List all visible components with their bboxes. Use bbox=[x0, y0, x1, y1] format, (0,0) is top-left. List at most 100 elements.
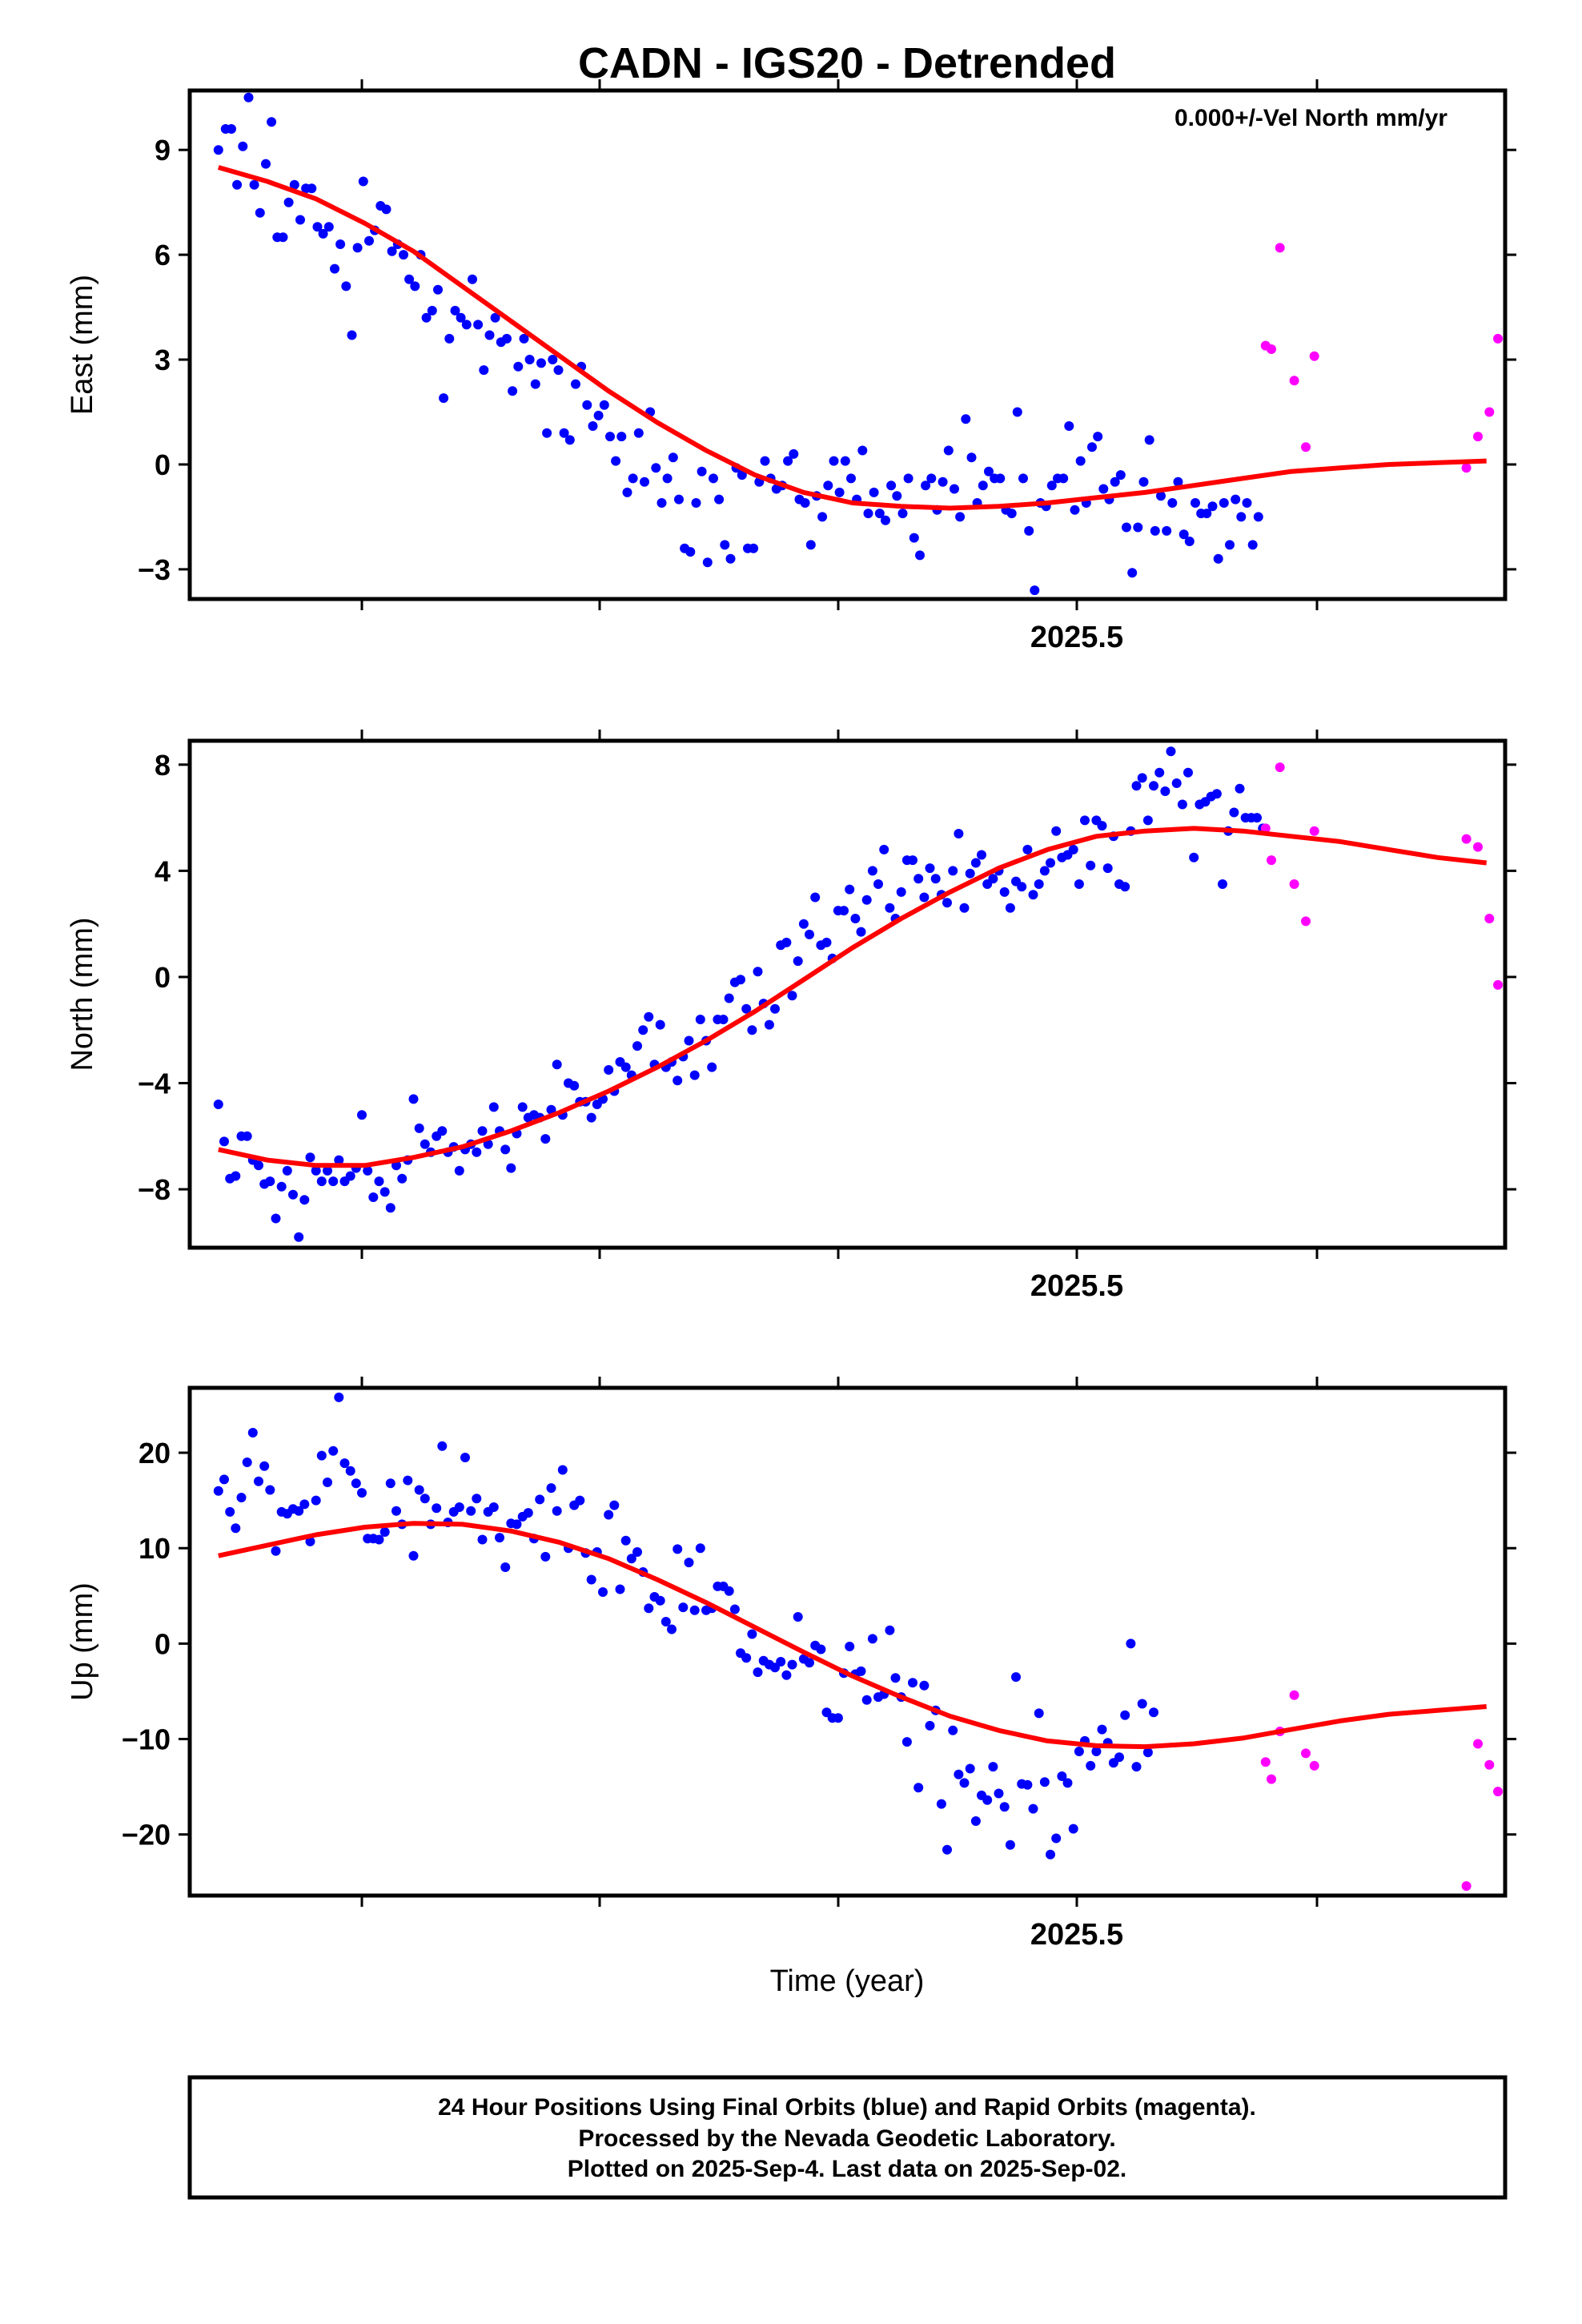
east-final-point bbox=[1058, 473, 1069, 484]
east-final-point bbox=[571, 379, 580, 389]
east-final-point bbox=[1150, 525, 1160, 536]
up-final-point bbox=[673, 1544, 683, 1554]
up-final-point bbox=[219, 1474, 229, 1485]
east-final-point bbox=[640, 476, 649, 487]
north-final-point bbox=[1017, 882, 1027, 892]
up-final-point bbox=[437, 1441, 448, 1451]
north-final-point bbox=[420, 1139, 430, 1149]
east-final-point bbox=[725, 553, 736, 564]
east-final-point bbox=[1162, 525, 1172, 536]
up-final-point bbox=[793, 1612, 803, 1622]
up-final-point bbox=[942, 1844, 952, 1855]
east-final-point bbox=[1127, 568, 1138, 578]
east-rapid-point bbox=[1289, 376, 1299, 386]
up-final-point bbox=[242, 1458, 252, 1467]
north-final-point bbox=[363, 1165, 373, 1176]
up-final-point bbox=[965, 1763, 975, 1774]
east-final-point bbox=[633, 428, 644, 438]
up-data bbox=[213, 1392, 1503, 1892]
east-final-point bbox=[943, 445, 954, 456]
up-final-point bbox=[598, 1587, 608, 1597]
up-final-point bbox=[1142, 1747, 1153, 1758]
up-final-point bbox=[339, 1458, 350, 1469]
east-final-point bbox=[709, 473, 718, 484]
east-final-point bbox=[278, 232, 288, 243]
up-final-point bbox=[695, 1543, 705, 1554]
east-final-point bbox=[805, 540, 816, 550]
up-final-point bbox=[845, 1642, 855, 1651]
east-final-point bbox=[490, 312, 500, 323]
up-final-point bbox=[328, 1445, 339, 1456]
east-final-point bbox=[559, 428, 569, 438]
east-final-point bbox=[444, 333, 455, 344]
north-final-point bbox=[1211, 789, 1222, 799]
east-final-point bbox=[1138, 476, 1149, 487]
north-rapid-point bbox=[1493, 979, 1503, 990]
east-final-point bbox=[484, 330, 495, 340]
velocity-annotation: 0.000+/-Vel North mm/yr bbox=[1174, 105, 1447, 131]
up-final-point bbox=[609, 1500, 620, 1510]
up-final-point bbox=[632, 1547, 642, 1557]
north-ytick-label: 8 bbox=[155, 749, 171, 782]
north-final-point bbox=[821, 937, 832, 947]
east-data bbox=[213, 92, 1503, 596]
north-rapid-point bbox=[1301, 916, 1311, 927]
east-final-point bbox=[926, 473, 937, 484]
east-final-point bbox=[903, 473, 913, 484]
east-final-point bbox=[439, 393, 449, 404]
up-rapid-point bbox=[1260, 1757, 1271, 1767]
east-final-point bbox=[668, 452, 678, 463]
north-final-point bbox=[839, 906, 849, 916]
east-final-point bbox=[1087, 442, 1097, 452]
north-final-point bbox=[397, 1173, 408, 1184]
east-final-point bbox=[530, 379, 540, 389]
east-final-point bbox=[829, 456, 839, 466]
north-rapid-point bbox=[1309, 826, 1319, 836]
footer-line-1: 24 Hour Positions Using Final Orbits (bl… bbox=[438, 2094, 1256, 2121]
up-final-point bbox=[477, 1534, 488, 1545]
north-final-point bbox=[620, 1062, 631, 1072]
north-final-point bbox=[885, 903, 895, 913]
up-frame bbox=[187, 1385, 1508, 1898]
north-final-point bbox=[500, 1144, 511, 1155]
up-ytick-label: 0 bbox=[155, 1627, 171, 1660]
up-final-point bbox=[776, 1657, 786, 1667]
east-final-point bbox=[1110, 476, 1120, 487]
east-final-point bbox=[909, 533, 919, 543]
north-final-point bbox=[970, 858, 981, 868]
up-final-point bbox=[1039, 1777, 1050, 1787]
north-final-point bbox=[1235, 783, 1245, 794]
east-final-point bbox=[651, 463, 661, 473]
east-final-point bbox=[874, 509, 885, 519]
east-final-point bbox=[921, 480, 931, 491]
east-final-point bbox=[611, 456, 621, 466]
up-final-point bbox=[236, 1493, 247, 1502]
north-final-point bbox=[316, 1176, 327, 1187]
east-final-point bbox=[1075, 456, 1086, 466]
east-final-point bbox=[1236, 512, 1247, 522]
up-final-point bbox=[994, 1788, 1004, 1799]
north-rapid-point bbox=[1461, 834, 1472, 844]
up-final-point bbox=[213, 1486, 223, 1496]
up-final-point bbox=[1120, 1710, 1130, 1720]
north-final-point bbox=[1149, 781, 1158, 791]
east-final-point bbox=[410, 281, 420, 292]
up-final-point bbox=[936, 1799, 946, 1809]
east-final-point bbox=[502, 333, 512, 344]
east-final-point bbox=[1006, 509, 1017, 519]
east-rapid-point bbox=[1275, 243, 1285, 253]
east-final-point bbox=[421, 312, 432, 323]
north-final-point bbox=[328, 1176, 339, 1187]
east-final-point bbox=[318, 228, 328, 239]
east-final-point bbox=[255, 207, 265, 218]
up-final-point bbox=[856, 1666, 866, 1676]
up-final-point bbox=[1086, 1760, 1096, 1771]
east-ytick-label: 6 bbox=[155, 239, 171, 271]
up-final-point bbox=[615, 1584, 625, 1594]
east-final-point bbox=[1122, 522, 1131, 533]
east-final-point bbox=[450, 305, 460, 316]
north-final-point bbox=[1183, 767, 1193, 778]
east-final-point bbox=[542, 428, 552, 438]
north-final-point bbox=[747, 1025, 757, 1035]
east-final-point bbox=[1247, 540, 1258, 550]
